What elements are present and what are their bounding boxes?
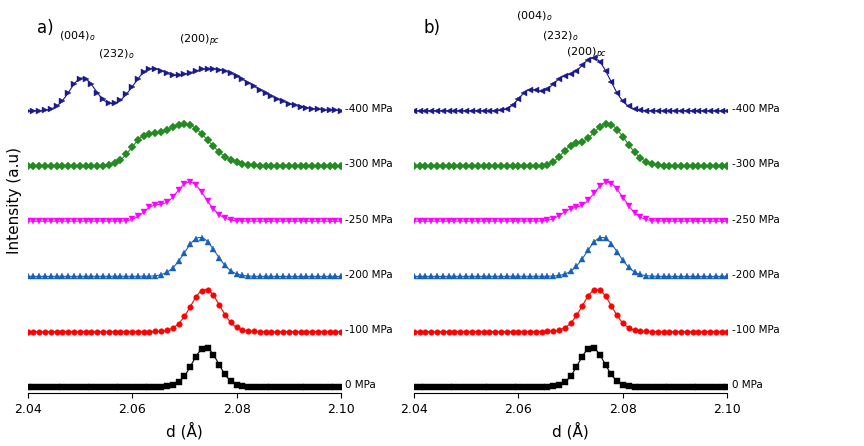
Text: -400 MPa: -400 MPa — [732, 104, 779, 114]
Text: -400 MPa: -400 MPa — [346, 104, 393, 114]
Text: (004)$_o$: (004)$_o$ — [516, 9, 552, 23]
Text: -250 MPa: -250 MPa — [346, 215, 393, 225]
X-axis label: d (Å): d (Å) — [552, 421, 589, 439]
Text: -250 MPa: -250 MPa — [732, 215, 779, 225]
Text: 0 MPa: 0 MPa — [346, 380, 376, 390]
X-axis label: d (Å): d (Å) — [166, 421, 203, 439]
Text: 0 MPa: 0 MPa — [732, 380, 762, 390]
Text: (200)$_{pc}$: (200)$_{pc}$ — [566, 46, 607, 62]
Text: -300 MPa: -300 MPa — [346, 159, 393, 169]
Text: (004)$_o$: (004)$_o$ — [59, 29, 95, 43]
Y-axis label: Intensity (a.u): Intensity (a.u) — [7, 147, 22, 254]
Text: -100 MPa: -100 MPa — [732, 325, 779, 335]
Text: -200 MPa: -200 MPa — [346, 270, 393, 280]
Text: (200)$_{pc}$: (200)$_{pc}$ — [180, 33, 220, 49]
Text: -200 MPa: -200 MPa — [732, 270, 779, 280]
Text: a): a) — [37, 19, 54, 37]
Text: b): b) — [423, 19, 441, 37]
Text: -100 MPa: -100 MPa — [346, 325, 393, 335]
Text: -300 MPa: -300 MPa — [732, 159, 779, 169]
Text: (232)$_o$: (232)$_o$ — [542, 29, 578, 43]
Text: (232)$_o$: (232)$_o$ — [98, 47, 135, 61]
